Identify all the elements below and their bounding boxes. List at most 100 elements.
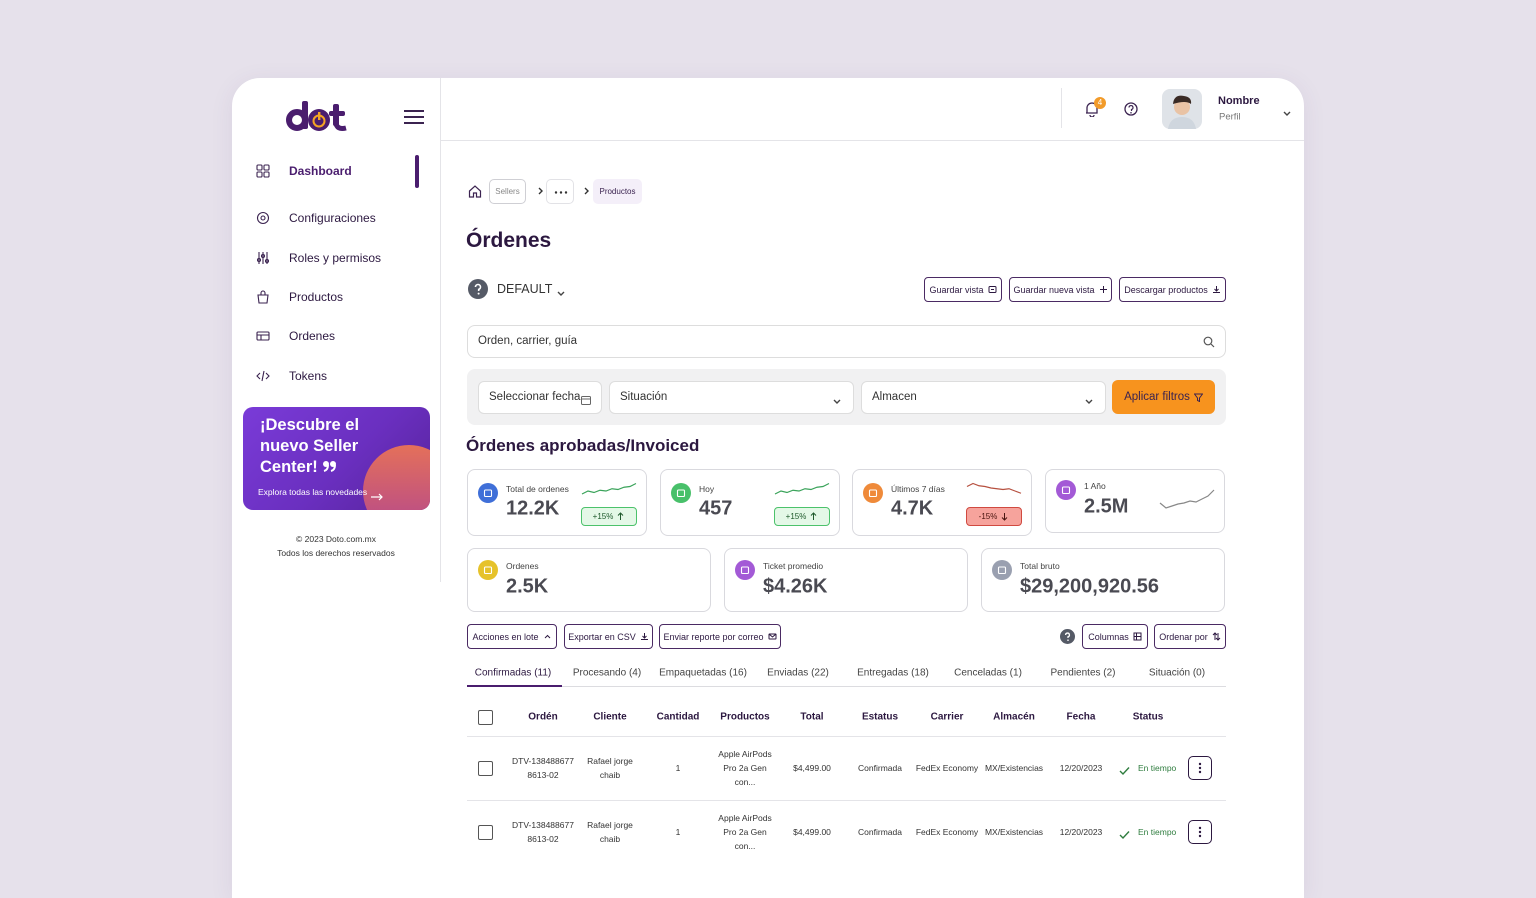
stat-icon bbox=[863, 483, 883, 503]
row-divider bbox=[467, 800, 1226, 801]
nav-item[interactable]: Roles y permisos bbox=[289, 251, 382, 265]
icon-part bbox=[1119, 767, 1130, 776]
promo-banner[interactable]: ¡Descubre el nuevo Seller Center! bbox=[243, 407, 430, 510]
tab[interactable]: Enviadas (22) bbox=[767, 667, 829, 679]
icon-part bbox=[584, 187, 589, 195]
table-action-label: Ordenar por bbox=[1159, 631, 1208, 642]
icon-part bbox=[768, 633, 776, 638]
search-input[interactable] bbox=[467, 325, 1226, 358]
tab[interactable]: Procesando (4) bbox=[572, 667, 642, 679]
row-checkbox[interactable] bbox=[478, 710, 493, 725]
table-action[interactable]: Columnas bbox=[1082, 624, 1148, 649]
breadcrumb-item[interactable]: Sellers bbox=[489, 179, 526, 204]
icon-part bbox=[810, 512, 817, 520]
row-menu[interactable] bbox=[1188, 756, 1212, 780]
icon-part bbox=[554, 191, 568, 194]
icon-part bbox=[256, 211, 270, 225]
chevron bbox=[578, 186, 589, 196]
table-help bbox=[1060, 629, 1075, 644]
stat-change-label: -15% bbox=[978, 512, 998, 521]
stat-label: Últimos 7 días bbox=[891, 484, 945, 494]
icon-part bbox=[676, 489, 686, 498]
apply-filters[interactable]: Aplicar filtros bbox=[1112, 380, 1215, 414]
breadcrumb-more[interactable] bbox=[546, 179, 574, 204]
icon-part bbox=[774, 482, 830, 495]
nav-item[interactable]: Tokens bbox=[289, 369, 328, 383]
help[interactable] bbox=[1124, 102, 1138, 116]
icon-part bbox=[264, 258, 270, 264]
icon-part bbox=[257, 294, 269, 304]
icon-part bbox=[1128, 104, 1134, 111]
tab[interactable]: Confirmadas (11) bbox=[474, 667, 552, 679]
tab[interactable]: Empaquetadas (16) bbox=[659, 667, 747, 679]
table-action[interactable]: Exportar en CSV bbox=[564, 624, 653, 649]
icon-part bbox=[1085, 399, 1093, 404]
icon-part bbox=[1283, 111, 1291, 116]
stat-card bbox=[1045, 469, 1225, 533]
row-checkbox[interactable] bbox=[478, 825, 493, 840]
tab[interactable]: Entregadas (18) bbox=[857, 667, 929, 679]
sparkline bbox=[1159, 488, 1215, 510]
icon-part bbox=[478, 483, 498, 503]
icon-part bbox=[1203, 336, 1213, 346]
table-action[interactable]: Acciones en lote bbox=[467, 624, 557, 649]
icon-part bbox=[478, 560, 498, 580]
sidebar-divider bbox=[440, 78, 441, 582]
view-action[interactable]: Guardar vista bbox=[924, 277, 1002, 302]
icon-part bbox=[1198, 830, 1202, 834]
icon-part bbox=[988, 286, 997, 293]
filter-field[interactable] bbox=[609, 381, 854, 414]
icon-part bbox=[833, 399, 841, 404]
view-action[interactable]: Guardar nueva vista bbox=[1009, 277, 1112, 302]
notification-badge: 4 bbox=[1094, 97, 1106, 109]
nav-item[interactable]: Dashboard bbox=[289, 164, 352, 178]
stat-value: 2.5M bbox=[1084, 495, 1129, 518]
icon-part bbox=[478, 560, 498, 580]
stat-label: Total de ordenes bbox=[506, 484, 569, 494]
stat-value: 4.7K bbox=[891, 497, 934, 520]
stat-icon bbox=[992, 560, 1012, 580]
view-action-icon bbox=[988, 285, 997, 294]
apply-filters-label: Aplicar filtros bbox=[1124, 391, 1190, 403]
menu-toggle[interactable] bbox=[404, 109, 424, 125]
icon-part bbox=[1203, 336, 1215, 348]
stat-change-label: +15% bbox=[785, 512, 807, 521]
icon-part bbox=[371, 493, 383, 501]
table-action-icon bbox=[1133, 632, 1142, 641]
icon-part bbox=[1133, 632, 1142, 641]
breadcrumb-current[interactable]: Productos bbox=[593, 179, 642, 204]
logo bbox=[286, 99, 350, 133]
icon-part bbox=[1130, 112, 1132, 114]
icon-part bbox=[404, 110, 424, 124]
table-action[interactable]: Enviar reporte por correo bbox=[659, 624, 781, 649]
stat-label: Hoy bbox=[699, 484, 715, 494]
nav-item[interactable]: Ordenes bbox=[289, 329, 336, 343]
tab[interactable]: Situación (0) bbox=[1148, 667, 1206, 679]
row-menu[interactable] bbox=[1188, 820, 1212, 844]
view-help bbox=[468, 279, 488, 299]
view-action[interactable]: Descargar productos bbox=[1119, 277, 1226, 302]
icon-part bbox=[1168, 117, 1196, 129]
row-checkbox[interactable] bbox=[478, 761, 493, 776]
table-cell: Rafael jorge chaib bbox=[587, 756, 633, 780]
icon-part bbox=[581, 396, 591, 405]
icon-part bbox=[671, 483, 691, 503]
icon-part bbox=[256, 252, 270, 264]
table-action-label: Columnas bbox=[1088, 631, 1129, 642]
home bbox=[468, 184, 482, 198]
view-name[interactable]: DEFAULT bbox=[497, 282, 553, 296]
icon-part bbox=[1193, 393, 1203, 402]
tab[interactable]: Cenceladas (1) bbox=[954, 667, 1022, 679]
nav-item[interactable]: Productos bbox=[289, 290, 344, 304]
icon-part bbox=[1198, 826, 1202, 838]
table-action[interactable]: Ordenar por bbox=[1154, 624, 1226, 649]
filter-field[interactable] bbox=[861, 381, 1106, 414]
icon-part bbox=[992, 560, 1012, 580]
tab[interactable]: Pendientes (2) bbox=[1050, 667, 1116, 679]
table-action-label: Exportar en CSV bbox=[568, 631, 636, 642]
icon-part bbox=[256, 252, 270, 264]
icon-part bbox=[1060, 629, 1075, 644]
stat-card bbox=[467, 548, 711, 612]
nav-item[interactable]: Configuraciones bbox=[289, 211, 376, 225]
icon-part bbox=[263, 164, 270, 171]
